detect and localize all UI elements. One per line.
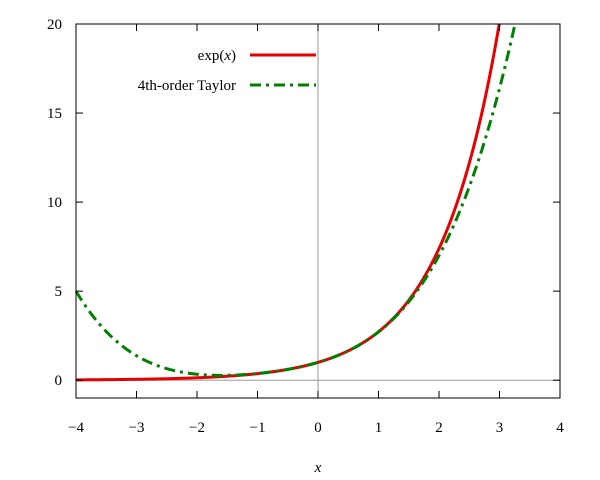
taylor-curve — [74, 23, 517, 377]
y-tick-label: 10 — [47, 195, 62, 211]
y-tick-label: 0 — [55, 373, 63, 389]
x-axis-label: x — [314, 460, 322, 476]
legend-label-exp: exp(x) — [198, 48, 236, 64]
y-tick-label: 5 — [55, 284, 63, 300]
x-tick-label: −1 — [250, 420, 266, 436]
plot-series — [74, 23, 517, 382]
x-tick-label: 1 — [375, 420, 383, 436]
x-tick-label: 3 — [496, 420, 504, 436]
y-tick-label: 15 — [47, 106, 62, 122]
axis-ticks: −4 −3 −2 −1 0 1 2 3 4 0 5 10 15 20 — [47, 17, 564, 436]
legend-label-taylor: 4th-order Taylor — [138, 78, 236, 94]
legend: exp(x) 4th-order Taylor — [138, 48, 316, 94]
x-tick-label: 0 — [314, 420, 322, 436]
x-tick-label: −3 — [129, 420, 145, 436]
x-tick-label: −2 — [189, 420, 205, 436]
x-tick-label: 4 — [556, 420, 564, 436]
x-tick-label: −4 — [68, 420, 84, 436]
x-tick-label: 2 — [435, 420, 443, 436]
y-tick-label: 20 — [47, 17, 62, 33]
